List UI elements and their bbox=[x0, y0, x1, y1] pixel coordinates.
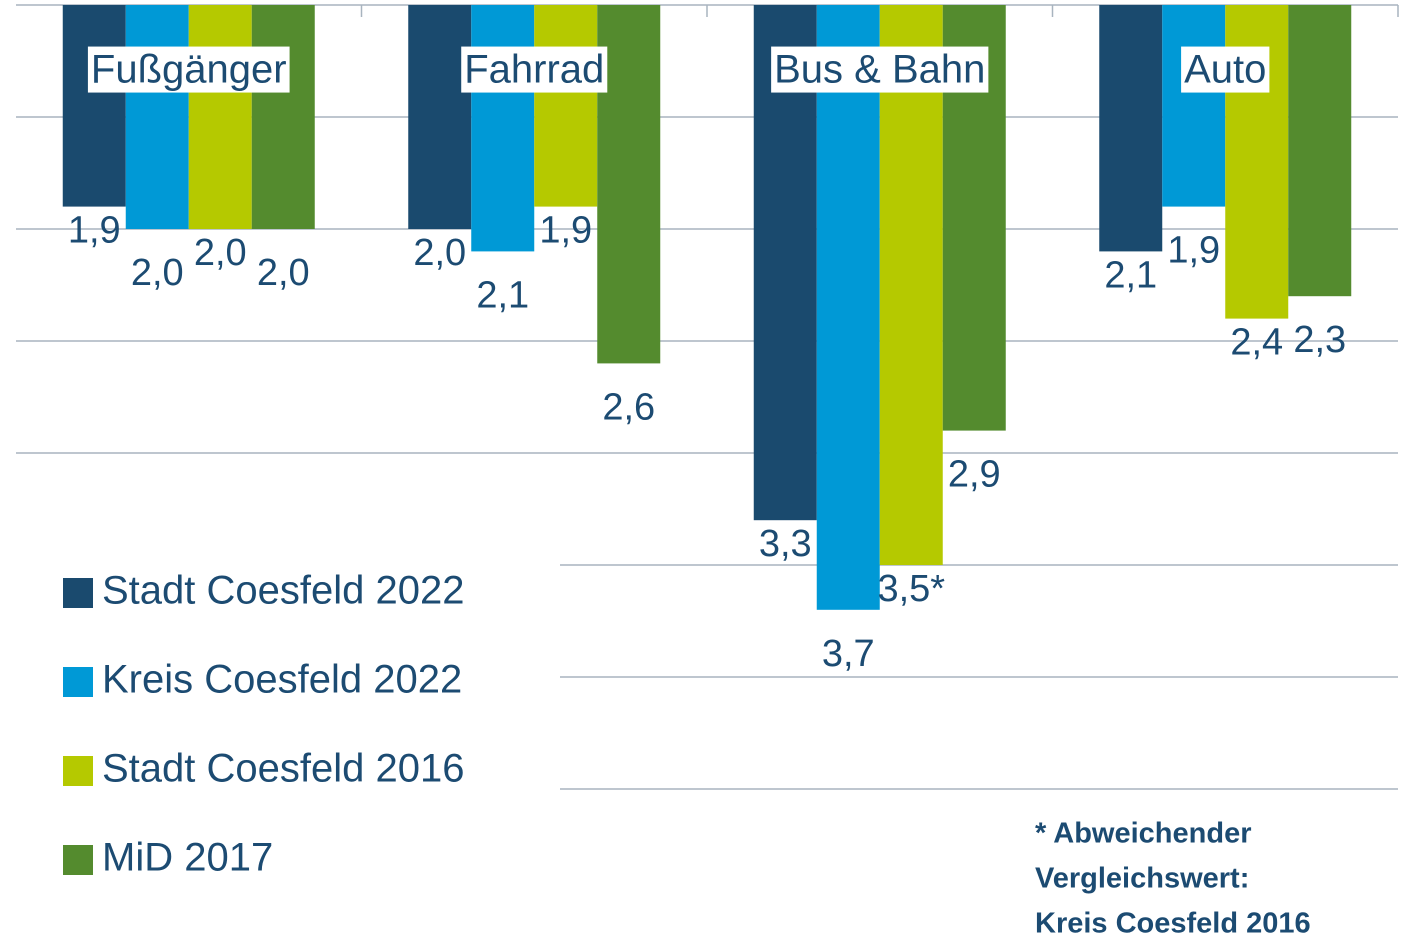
category-label-bg bbox=[87, 46, 290, 93]
legend-label: Stadt Coesfeld 2016 bbox=[102, 747, 464, 791]
legend-swatch bbox=[63, 578, 93, 608]
bar bbox=[879, 5, 943, 565]
value-label: 1,9 bbox=[68, 210, 121, 252]
category-label-bg bbox=[771, 46, 989, 93]
value-label: 2,1 bbox=[476, 274, 529, 316]
bar bbox=[471, 5, 535, 252]
value-label: 2,0 bbox=[194, 232, 247, 274]
category-label: Auto bbox=[1184, 48, 1266, 92]
value-label: 2,3 bbox=[1293, 319, 1346, 361]
legend-label: MiD 2017 bbox=[102, 836, 273, 880]
bar bbox=[816, 5, 880, 610]
bar bbox=[188, 5, 252, 229]
legend-swatch bbox=[63, 845, 93, 875]
bar bbox=[597, 5, 661, 364]
value-label: 3,7 bbox=[822, 633, 875, 675]
footnote: Vergleichswert: bbox=[1035, 863, 1249, 895]
category-label: Fahrrad bbox=[464, 48, 604, 92]
bar bbox=[1099, 5, 1163, 252]
legend-label: Stadt Coesfeld 2022 bbox=[102, 569, 464, 613]
footnote: * Abweichender bbox=[1035, 818, 1251, 850]
category-label-bg bbox=[1181, 46, 1270, 93]
legend-label: Kreis Coesfeld 2022 bbox=[102, 658, 462, 702]
value-label: 2,1 bbox=[1104, 254, 1157, 296]
bar bbox=[408, 5, 472, 229]
value-label: 3,5* bbox=[877, 568, 945, 610]
category-label: Fußgänger bbox=[91, 48, 287, 92]
bar bbox=[1288, 5, 1352, 297]
value-label: 2,0 bbox=[413, 232, 466, 274]
value-label: 2,9 bbox=[948, 454, 1001, 496]
value-label: 2,0 bbox=[131, 252, 184, 294]
bar bbox=[62, 5, 126, 207]
category-label-bg bbox=[461, 46, 608, 93]
value-label: 2,6 bbox=[602, 386, 655, 428]
value-label: 1,9 bbox=[1167, 230, 1220, 272]
value-label: 2,4 bbox=[1230, 322, 1283, 364]
bar bbox=[125, 5, 189, 229]
value-label: 2,0 bbox=[257, 252, 310, 294]
bar bbox=[534, 5, 598, 207]
category-label: Bus & Bahn bbox=[774, 48, 985, 92]
bar bbox=[1162, 5, 1226, 207]
footnote: Kreis Coesfeld 2016 bbox=[1035, 908, 1311, 939]
bar bbox=[251, 5, 315, 229]
legend-swatch bbox=[63, 756, 93, 786]
value-label: 3,3 bbox=[759, 523, 812, 565]
value-label: 1,9 bbox=[539, 210, 592, 252]
legend-swatch bbox=[63, 667, 93, 697]
